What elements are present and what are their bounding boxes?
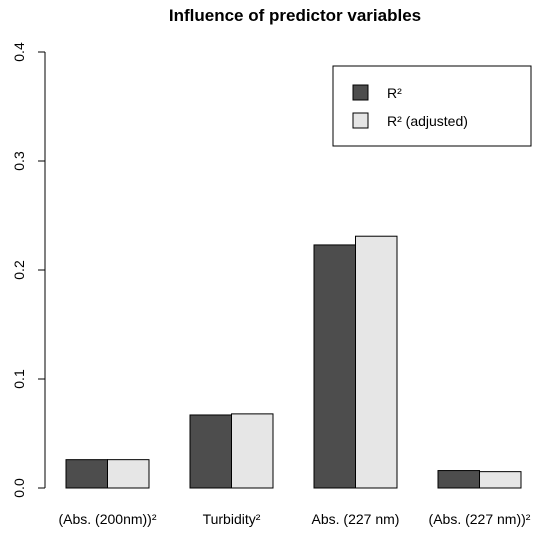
x-axis-labels: (Abs. (200nm))² Turbidity² Abs. (227 nm) (A… (58, 511, 530, 527)
y-tick-label: 0.4 (11, 42, 27, 62)
x-tick-label: (Abs. (227 nm))² (429, 511, 531, 527)
bar-r2-adjusted (355, 235, 398, 489)
legend-box (332, 65, 532, 147)
bar-r2 (65, 459, 108, 489)
bar-r2-adjusted (107, 459, 150, 489)
chart-title: Influence of predictor variables (169, 6, 421, 25)
bar-r2-adjusted (479, 471, 522, 489)
legend: R² R² (adjusted) (332, 65, 532, 147)
legend-label-r2: R² (387, 85, 402, 101)
x-tick-label: Abs. (227 nm) (312, 511, 400, 527)
x-tick-label: Turbidity² (203, 511, 261, 527)
y-tick-label: 0.0 (11, 478, 27, 498)
x-tick-label: (Abs. (200nm))² (58, 511, 156, 527)
bar-r2 (189, 414, 232, 489)
bars (65, 235, 522, 489)
legend-swatch-r2 (352, 84, 369, 101)
y-tick-label: 0.3 (11, 151, 27, 171)
bar-r2 (313, 244, 356, 489)
y-axis: 0.0 0.1 0.2 0.3 0.4 (11, 42, 46, 498)
legend-swatch-r2-adjusted (352, 112, 369, 129)
y-tick-label: 0.2 (11, 260, 27, 280)
bar-r2-adjusted (231, 413, 274, 489)
y-tick-label: 0.1 (11, 369, 27, 389)
bar-r2 (437, 470, 480, 489)
legend-label-r2-adjusted: R² (adjusted) (387, 113, 468, 129)
